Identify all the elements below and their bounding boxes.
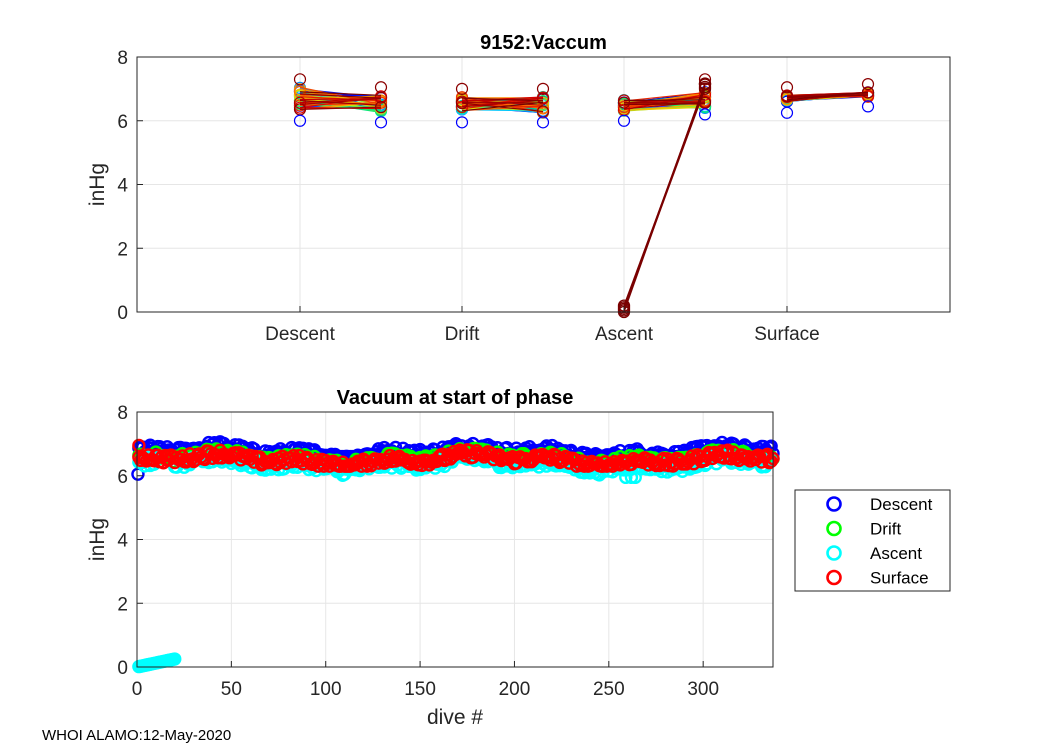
scatter-point [619,470,633,485]
bottom-ytick-label: 0 [117,658,128,679]
phase-start-marker [455,97,469,110]
legend-box [794,489,951,592]
phase-start-marker [455,116,469,129]
phase-end-marker [374,101,388,114]
top-ytick-label: 6 [117,112,128,133]
legend-label-drift: Drift [870,520,901,539]
phase-line [623,92,706,102]
phase-line [461,97,544,102]
phase-end-marker [861,77,875,91]
bottom-ytick-label: 4 [117,531,128,552]
legend-label-ascent: Ascent [870,544,922,563]
legend-label-descent: Descent [870,495,933,514]
legend-marker-ascent [826,545,842,561]
phase-line [623,103,706,106]
top-ylabel: inHg [86,163,109,206]
phase-line [299,106,382,110]
bottom-title: Vacuum at start of phase [337,387,574,409]
top-title: 9152:Vaccum [480,32,607,54]
phase-line [623,103,706,112]
scatter-point [751,448,765,462]
bottom-ytick-label: 8 [117,403,128,424]
legend-label-surface: Surface [870,569,929,588]
phase-line [299,91,382,96]
bottom-xtick-label: 300 [687,679,719,700]
phase-line [299,95,382,100]
phase-end-marker [374,116,388,129]
phase-end-marker [374,81,388,94]
phase-line [461,99,544,108]
legend-marker-surface [826,569,842,586]
phase-end-marker [536,92,550,105]
phase-line [786,91,869,101]
phase-line [461,101,544,112]
phase-line [299,99,382,106]
scatter-point [628,470,642,485]
series-surface [132,438,780,473]
phase-line-low [623,86,706,306]
top-ytick-label: 2 [117,239,128,260]
phase-start-marker [293,73,307,86]
scatter-point [132,438,146,453]
phase-line [299,98,382,105]
bottom-xtick-label: 100 [310,679,342,700]
phase-end-marker [861,89,875,103]
phase-start-marker [780,106,794,119]
phase-start-marker [293,114,307,127]
top-xtick-label: Drift [445,324,481,345]
bottom-ytick-label: 6 [117,467,128,488]
phase-line [461,102,544,113]
phase-line [299,93,382,99]
top-xtick-label: Surface [754,324,819,345]
bottom-xlabel: dive # [427,706,483,729]
bottom-xtick-label: 0 [132,679,143,700]
top-chart: 0 2 4 6 8 Descent Drift Ascent Surface inHg 9152:V… [86,32,951,345]
top-ytick-label: 4 [117,176,128,197]
phase-end-marker [536,82,550,95]
scatter-point-low [168,652,182,666]
phase-start-marker [617,96,631,109]
legend-marker-descent [826,496,842,512]
legend-marker-drift [826,520,842,537]
phase-start-marker [780,81,794,94]
phase-line-low [623,88,706,310]
phase-line [299,102,382,106]
phase-end-marker [536,116,550,129]
bottom-xtick-label: 150 [404,679,436,700]
phase-start-marker [455,82,469,95]
phase-line [786,93,869,102]
phase-start-marker [780,90,794,103]
phase-start-marker [293,96,307,109]
phase-start-marker [617,100,631,113]
top-ytick-label: 8 [117,48,128,69]
bottom-xtick-label: 200 [499,679,531,700]
phase-line [623,99,706,102]
phase-end-marker [861,100,875,113]
bottom-xtick-label: 250 [593,679,625,700]
top-xtick-label: Descent [265,324,335,345]
top-xtick-label: Ascent [595,324,654,345]
phase-end-marker [698,108,712,121]
phase-start-marker [617,114,631,127]
bottom-chart: 0 2 4 6 8 0 50 100 150 200 250 300 dive # inHg Vacuum … [86,387,951,729]
bottom-ylabel: inHg [86,518,109,561]
bottom-ytick-label: 2 [117,594,128,615]
top-ytick-label: 0 [117,303,128,324]
legend: Descent Drift Ascent Surface [794,489,951,592]
phase-end-marker [698,80,712,94]
footer-text: WHOI ALAMO:12-May-2020 [42,727,232,744]
bottom-xtick-label: 50 [221,679,242,700]
